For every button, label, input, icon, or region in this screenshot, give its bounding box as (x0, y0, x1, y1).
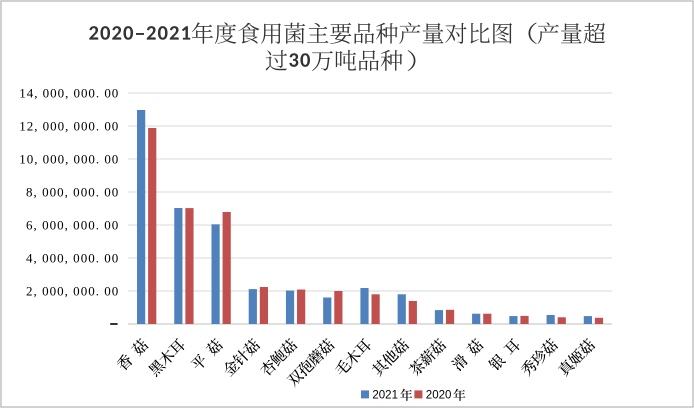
svg-text:8, 000, 000. 00: 8, 000, 000. 00 (26, 184, 118, 199)
svg-text:2021: 2021 (372, 390, 398, 402)
svg-text:12, 000, 000. 00: 12, 000, 000. 00 (19, 118, 118, 133)
svg-text:2, 000, 000. 00: 2, 000, 000. 00 (26, 283, 118, 298)
svg-text:10, 000, 000. 00: 10, 000, 000. 00 (19, 151, 118, 166)
svg-text:4, 000, 000. 00: 4, 000, 000. 00 (26, 250, 118, 265)
svg-text:6, 000, 000. 00: 6, 000, 000. 00 (26, 217, 118, 232)
svg-text:14, 000, 000. 00: 14, 000, 000. 00 (19, 85, 118, 100)
svg-text:2020: 2020 (426, 390, 452, 402)
